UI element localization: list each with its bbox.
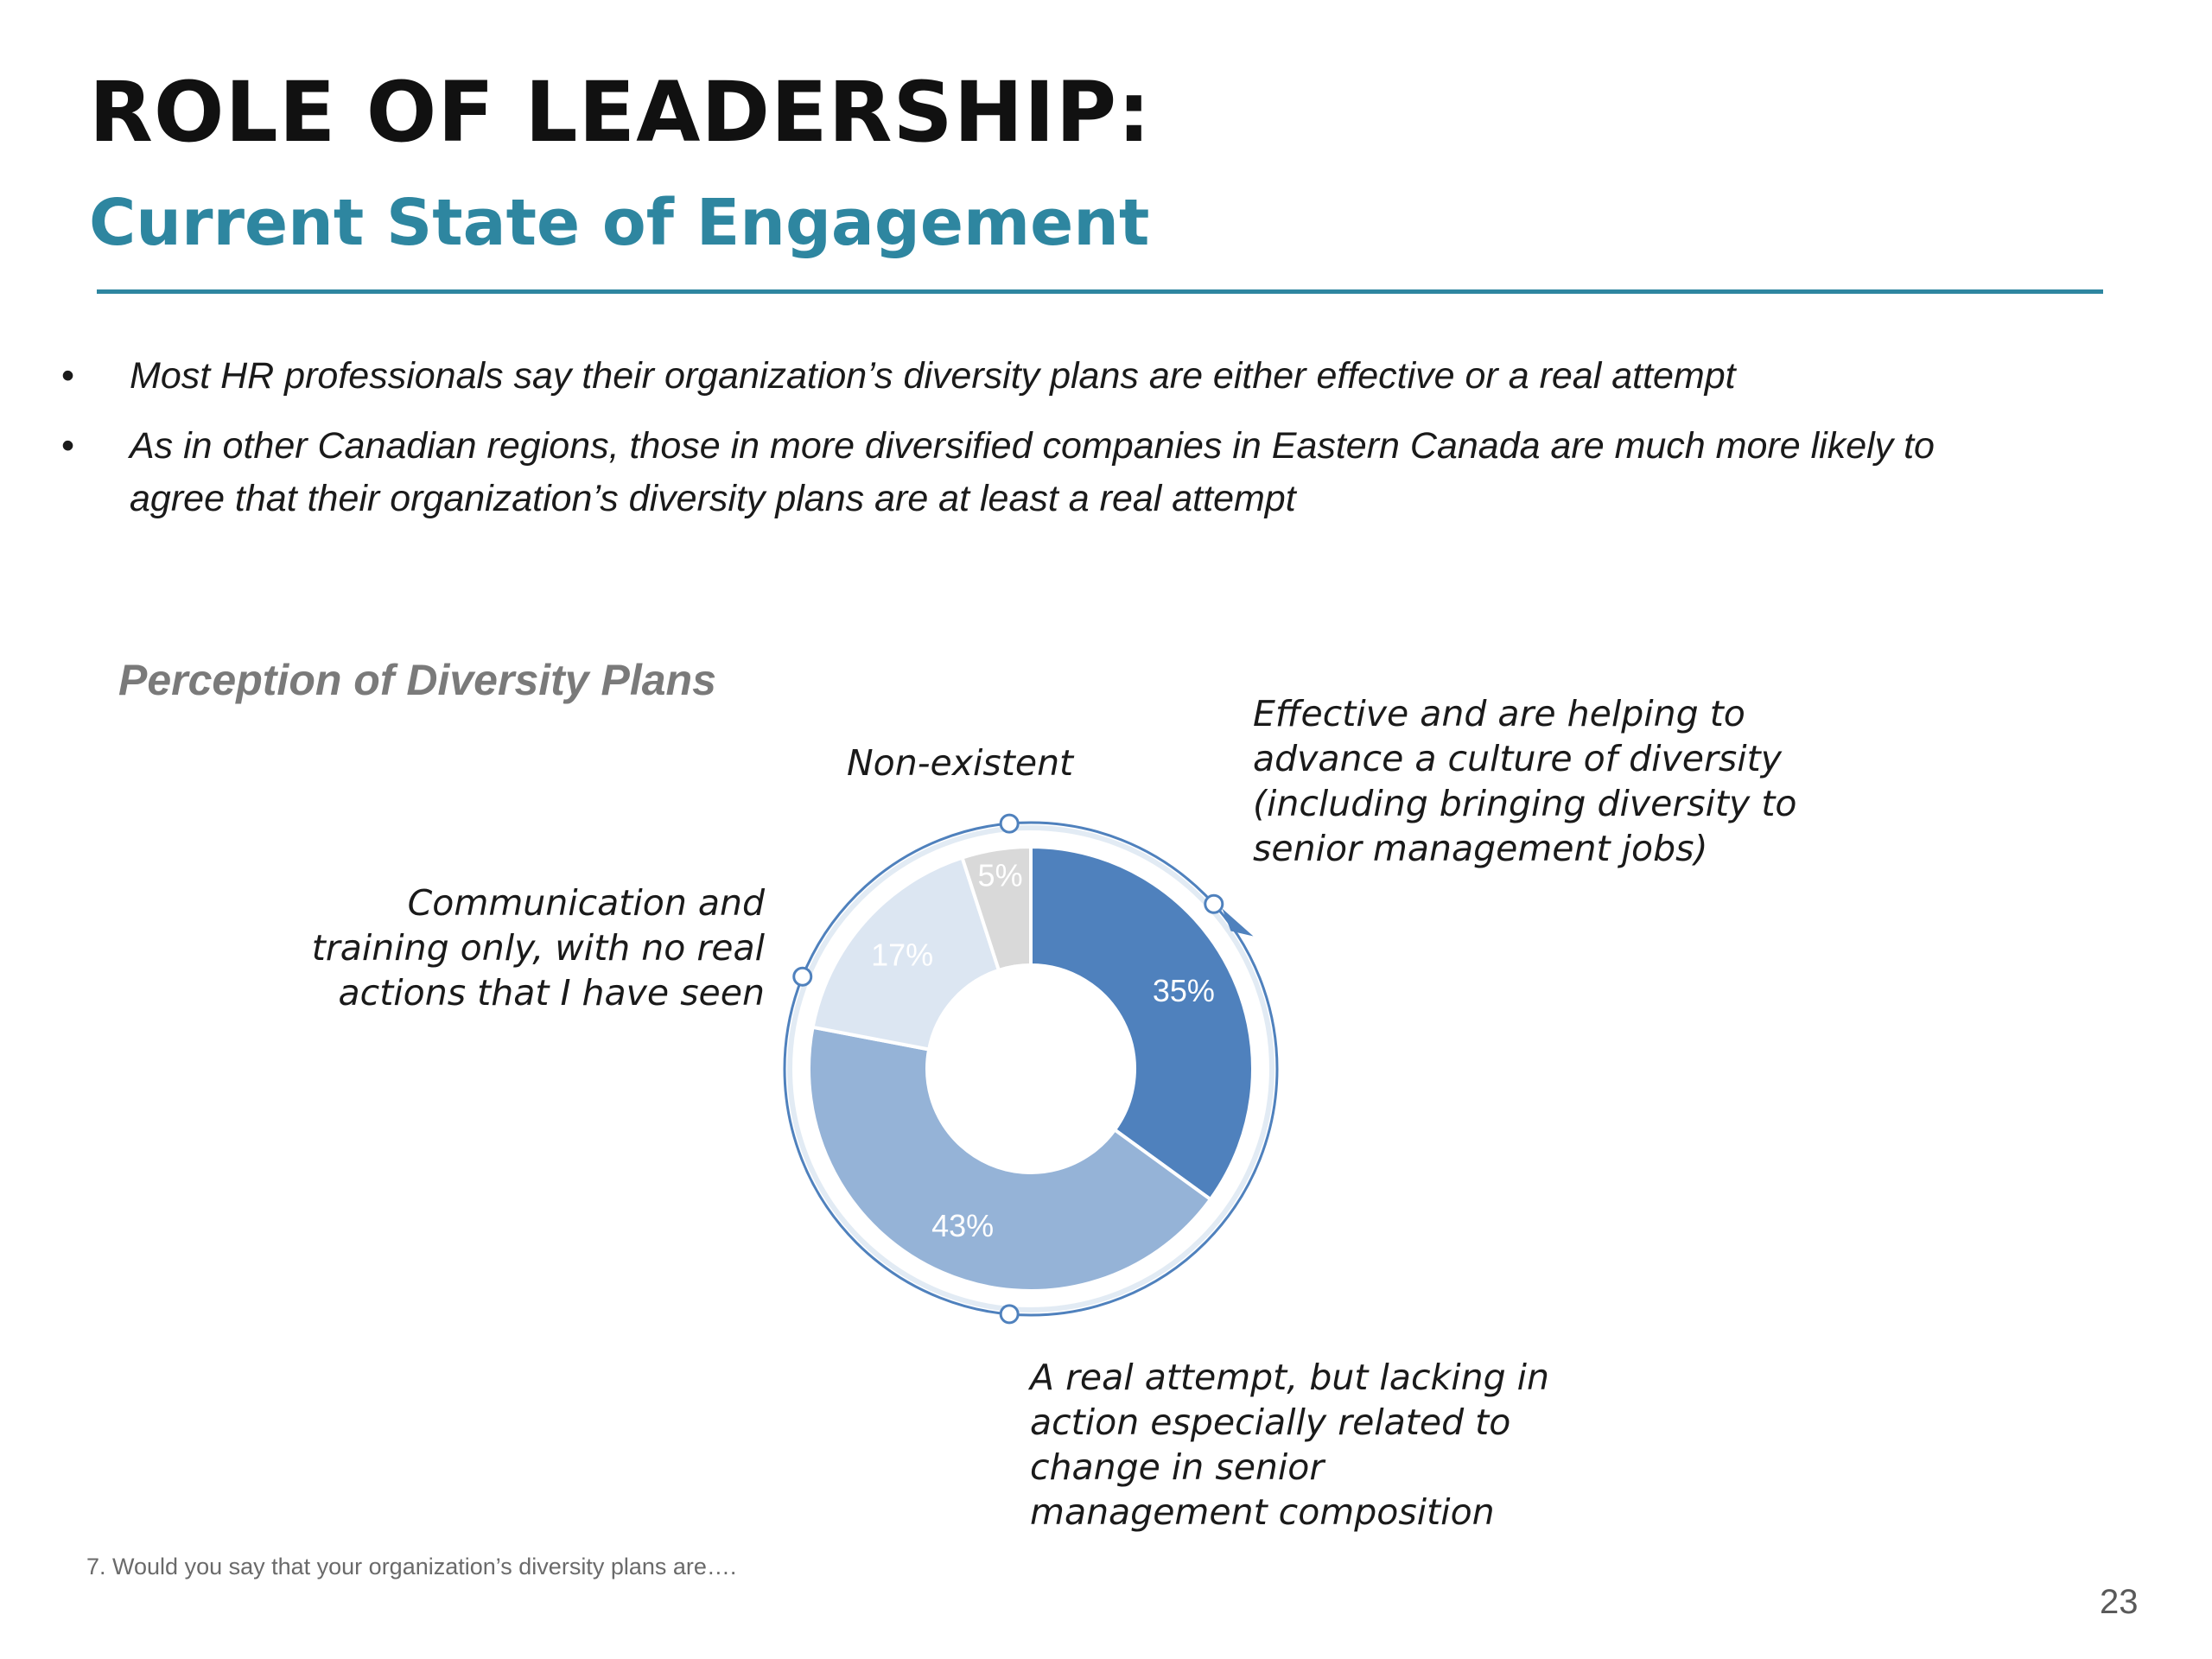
cycle-node-dot	[1204, 893, 1224, 914]
bullet-list: • Most HR professionals say their organi…	[56, 350, 2130, 543]
page-number: 23	[2100, 1583, 2139, 1621]
slide-subtitle: Current State of Engagement	[89, 186, 1150, 260]
slice-value-label: 17%	[871, 938, 933, 973]
donut-slice-1	[807, 1025, 1213, 1293]
footnote: 7. Would you say that your organization’…	[86, 1554, 737, 1580]
donut-slices	[807, 844, 1255, 1293]
cycle-ring-circle	[783, 821, 1279, 1317]
cycle-node-dot	[999, 813, 1020, 834]
donut-slice-2	[810, 855, 1001, 1052]
donut-slice-3	[960, 844, 1033, 973]
cycle-node-dot	[792, 966, 813, 987]
bullet-text: Most HR professionals say their organiza…	[130, 355, 1736, 397]
bullet-dot-icon: •	[61, 425, 75, 467]
callout-nonexistent: Non-existent	[847, 742, 1074, 784]
cycle-ring	[783, 813, 1279, 1325]
donut-slice-0	[1029, 844, 1255, 1202]
slice-value-label: 5%	[978, 857, 1023, 893]
cycle-ring-halo	[787, 825, 1274, 1313]
callout-attempt: A real attempt, but lacking in action es…	[1030, 1357, 1550, 1533]
cycle-arrowhead-icon	[1222, 908, 1254, 937]
bullet-item: • Most HR professionals say their organi…	[56, 350, 1987, 403]
bullet-dot-icon: •	[61, 355, 75, 397]
cycle-node-dot	[999, 1304, 1020, 1325]
chart-title: Perception of Diversity Plans	[118, 656, 716, 704]
slide-title: ROLE OF LEADERSHIP:	[89, 64, 1152, 161]
bullet-item: • As in other Canadian regions, those in…	[56, 420, 1987, 525]
slice-value-label: 43%	[931, 1208, 994, 1243]
callout-communication: Communication and training only, with no…	[311, 882, 765, 1014]
title-divider	[97, 289, 2103, 294]
slice-value-label: 35%	[1153, 973, 1215, 1008]
bullet-text: As in other Canadian regions, those in m…	[130, 425, 1935, 519]
slice-labels: 35% 43% 17% 5%	[871, 857, 1215, 1243]
callout-effective: Effective and are helping to advance a c…	[1253, 693, 1797, 869]
